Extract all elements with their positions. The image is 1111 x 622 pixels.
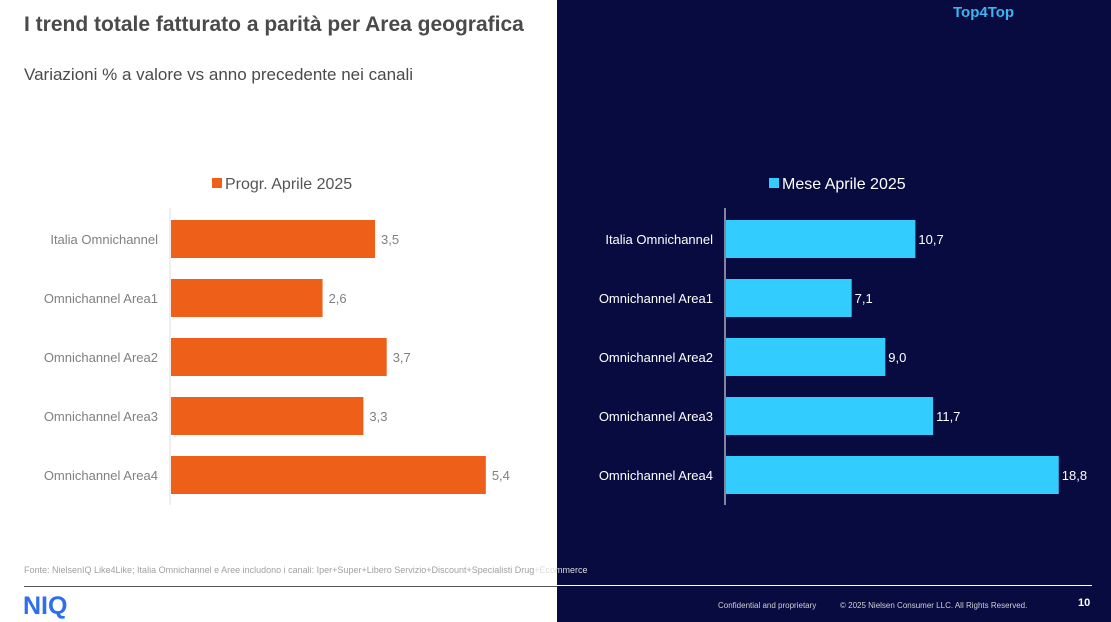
bar — [726, 220, 916, 258]
confidential-label: Confidential and proprietary — [718, 601, 817, 610]
bar — [171, 338, 387, 376]
data-label: 18,8 — [1062, 468, 1087, 483]
data-label: 9,0 — [888, 350, 906, 365]
bar — [726, 279, 852, 317]
legend: Mese Aprile 2025 — [769, 176, 906, 193]
data-label: 7,1 — [855, 291, 873, 306]
category-label: Omnichannel Area2 — [44, 350, 158, 365]
source-text-cont: +Ecommerce — [534, 565, 588, 575]
category-label: Omnichannel Area1 — [44, 291, 158, 306]
niq-logo: NIQ — [23, 592, 68, 620]
page-subtitle: Variazioni % a valore vs anno precedente… — [24, 65, 414, 84]
data-label: 3,3 — [369, 409, 387, 424]
legend: Progr. Aprile 2025 — [212, 176, 352, 193]
chart-mese-aprile: Mese Aprile 2025 Italia Omnichannel 10,7 Om… — [599, 176, 1087, 505]
bar — [171, 220, 376, 258]
category-label: Omnichannel Area2 — [599, 350, 713, 365]
legend-swatch — [212, 178, 222, 188]
category-label: Italia Omnichannel — [50, 232, 158, 247]
category-label: Omnichannel Area3 — [599, 409, 713, 424]
bar — [726, 397, 934, 435]
legend-swatch — [769, 178, 779, 188]
category-label: Omnichannel Area4 — [44, 468, 158, 483]
legend-label: Progr. Aprile 2025 — [225, 176, 352, 193]
bar — [171, 456, 486, 494]
copyright-label: © 2025 Nielsen Consumer LLC. All Rights … — [840, 601, 1028, 610]
source-footnote: Fonte: NielsenIQ Like4Like; Italia Omnic… — [24, 565, 588, 575]
page-number: 10 — [1078, 597, 1091, 609]
page-title: I trend totale fatturato a parità per Ar… — [24, 13, 524, 36]
category-label: Omnichannel Area3 — [44, 409, 158, 424]
bar — [726, 338, 886, 376]
data-label: 3,7 — [393, 350, 411, 365]
footer-divider-left — [24, 586, 557, 587]
footer-divider-right — [557, 585, 1092, 586]
category-label: Italia Omnichannel — [605, 232, 713, 247]
chart-progr-aprile: Progr. Aprile 2025 Italia Omnichannel 3,5 O… — [44, 176, 510, 505]
bar — [171, 397, 364, 435]
category-label: Omnichannel Area4 — [599, 468, 713, 483]
bar — [726, 456, 1059, 494]
data-label: 3,5 — [381, 232, 399, 247]
data-label: 11,7 — [936, 409, 960, 424]
legend-label: Mese Aprile 2025 — [782, 176, 906, 193]
bar — [171, 279, 323, 317]
source-text: Fonte: NielsenIQ Like4Like; Italia Omnic… — [24, 565, 535, 575]
data-label: 5,4 — [492, 468, 510, 483]
data-label: 2,6 — [329, 291, 347, 306]
data-label: 10,7 — [918, 232, 943, 247]
category-label: Omnichannel Area1 — [599, 291, 713, 306]
brand-tag: Top4Top — [953, 4, 1015, 21]
